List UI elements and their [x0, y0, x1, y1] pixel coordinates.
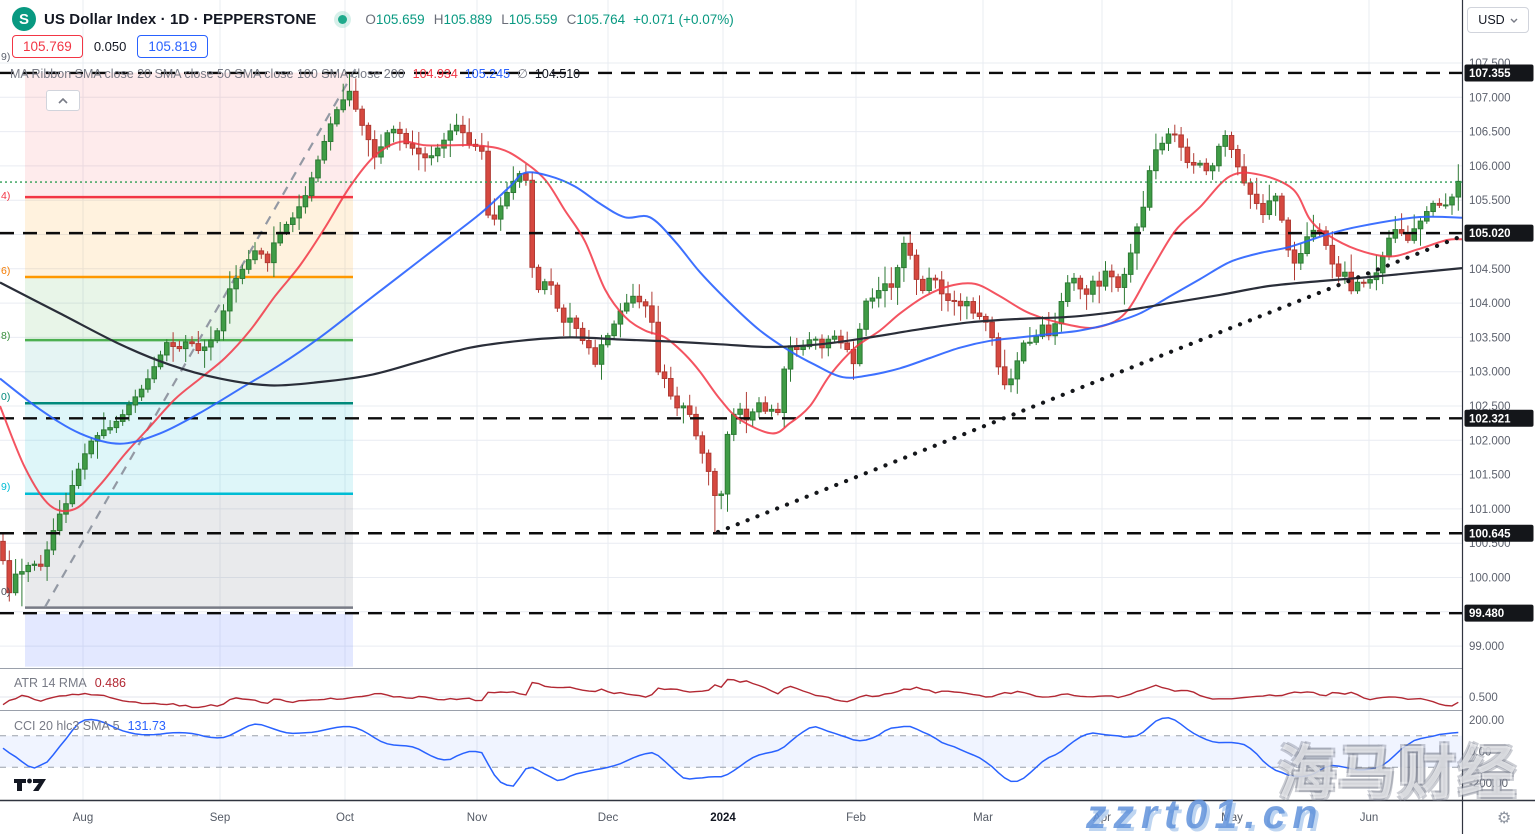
fib-retracement[interactable]	[25, 72, 353, 667]
sell-price-button[interactable]: 105.769	[12, 35, 83, 58]
price-level-badge: 99.480	[1464, 604, 1534, 622]
ohlc-O: O105.659	[365, 11, 425, 27]
time-tick-label: Mar	[973, 812, 993, 824]
tradingview-logo-icon[interactable]	[14, 776, 48, 792]
cci-tick-label: -200.00	[1469, 778, 1508, 790]
time-tick-label: Nov	[467, 812, 488, 824]
time-tick-label: Oct	[336, 812, 355, 824]
price-tick-label: 101.000	[1469, 504, 1511, 516]
price-level-badge: 102.321	[1464, 409, 1534, 427]
atr-line	[2, 678, 1459, 709]
cci-tick-label: 200.00	[1469, 715, 1504, 727]
atr-value: 0.486	[94, 676, 126, 690]
time-tick-label: Jun	[1360, 812, 1379, 824]
time-tick-label: Feb	[846, 812, 866, 824]
atr-legend[interactable]: ATR 14 RMA 0.486	[14, 676, 126, 690]
cci-value: 131.73	[127, 719, 166, 733]
chevron-up-icon	[58, 97, 68, 104]
cci-legend[interactable]: CCI 20 hlc3 SMA 5 131.73	[14, 719, 166, 733]
price-tick-label: 105.500	[1469, 195, 1511, 207]
time-tick-label: Apr	[1093, 812, 1111, 824]
time-tick-label: Aug	[73, 812, 93, 824]
time-tick-label: 2024	[710, 812, 736, 824]
currency-selector[interactable]: USD	[1467, 7, 1529, 33]
atr-label: ATR 14 RMA	[14, 676, 87, 690]
fib-level-label: 0)	[1, 391, 11, 403]
ma-ribbon-values: 104.934 105.245 ∅ 104.510	[413, 66, 587, 81]
svg-text:105.020: 105.020	[1469, 228, 1511, 240]
ma-line-sma-20	[0, 140, 1463, 513]
price-tick-label: 104.500	[1469, 264, 1511, 276]
price-tick-label: 102.000	[1469, 435, 1511, 447]
spread-value: 0.050	[93, 39, 127, 54]
atr-tick-label: 0.500	[1469, 692, 1498, 704]
price-tick-label: 103.000	[1469, 367, 1511, 379]
candlestick-series	[0, 73, 1462, 607]
svg-text:100.645: 100.645	[1469, 528, 1511, 540]
price-tick-label: 104.000	[1469, 298, 1511, 310]
trade-buttons: 105.769 0.050 105.819	[12, 35, 209, 58]
collapse-pane-button[interactable]	[46, 90, 80, 111]
ohlc-C: C105.764	[566, 11, 626, 27]
symbol-logo-icon[interactable]: S	[12, 7, 36, 31]
fib-level-label: 8)	[1, 330, 11, 342]
dotted-trendline[interactable]	[715, 233, 1465, 535]
price-tick-label: 107.000	[1469, 92, 1511, 104]
buy-price-button[interactable]: 105.819	[137, 35, 209, 58]
price-tick-label: 100.000	[1469, 573, 1511, 585]
time-tick-label: Sep	[210, 812, 230, 824]
market-status-icon[interactable]	[338, 14, 348, 24]
fib-level-label: 6)	[1, 265, 11, 277]
ma-value: 105.245	[464, 67, 511, 81]
price-axis[interactable]: 107.500107.000106.500106.000105.500105.0…	[1464, 58, 1534, 790]
ohlc-H: H105.889	[433, 11, 493, 27]
currency-label: USD	[1478, 13, 1505, 27]
price-tick-label: 106.500	[1469, 127, 1511, 139]
symbol-title[interactable]: US Dollar Index · 1D · PEPPERSTONE	[44, 10, 317, 28]
ma-value: 104.934	[412, 67, 458, 81]
price-level-badge: 105.020	[1464, 224, 1534, 242]
symbol-header: S US Dollar Index · 1D · PEPPERSTONE O10…	[12, 5, 734, 33]
price-level-badge: 107.355	[1464, 64, 1534, 82]
ohlc-L: L105.559	[501, 11, 558, 27]
ma-line-sma-50	[0, 171, 1463, 445]
ma-value: 104.510	[534, 67, 581, 81]
price-change: +0.071 (+0.07%)	[633, 11, 734, 27]
gridlines	[0, 0, 1462, 800]
horizontal-level-lines[interactable]	[0, 71, 1462, 615]
price-tick-label: 99.000	[1469, 641, 1504, 653]
ohlc-values: O105.659 H105.889 L105.559 C105.764	[365, 12, 625, 27]
price-tick-label: 103.500	[1469, 332, 1511, 344]
chevron-down-icon	[1510, 18, 1518, 23]
time-tick-label: May	[1221, 812, 1243, 824]
svg-text:99.480: 99.480	[1469, 608, 1504, 620]
svg-text:107.355: 107.355	[1469, 68, 1511, 80]
fib-level-label: 9)	[1, 51, 11, 63]
ma-value: ∅	[517, 67, 528, 81]
ma-ribbon-label: MA Ribbon SMA close 20 SMA close 50 SMA …	[10, 66, 405, 81]
price-tick-label: 106.000	[1469, 161, 1511, 173]
time-axis[interactable]: Aug Sep Oct Nov Dec 2024 Feb Mar Apr May Jun	[73, 812, 1379, 824]
ma-ribbon-legend[interactable]: MA Ribbon SMA close 20 SMA close 50 SMA …	[10, 66, 587, 82]
cci-band	[0, 735, 1462, 768]
fib-level-label: 0)	[1, 586, 11, 598]
gear-icon[interactable]: ⚙	[1497, 810, 1512, 827]
svg-text:102.321: 102.321	[1469, 413, 1511, 425]
fib-level-label: 4)	[1, 190, 11, 202]
cci-label: CCI 20 hlc3 SMA 5	[14, 719, 120, 733]
price-tick-label: 101.500	[1469, 470, 1511, 482]
fib-level-label: 9)	[1, 481, 11, 493]
cci-line	[2, 717, 1459, 787]
time-tick-label: Dec	[598, 812, 619, 824]
ma-line-sma-200	[0, 267, 1463, 387]
dashed-trendline[interactable]	[44, 67, 357, 608]
cci-tick-label: 0.00	[1469, 747, 1491, 759]
price-level-badge: 100.645	[1464, 524, 1534, 542]
